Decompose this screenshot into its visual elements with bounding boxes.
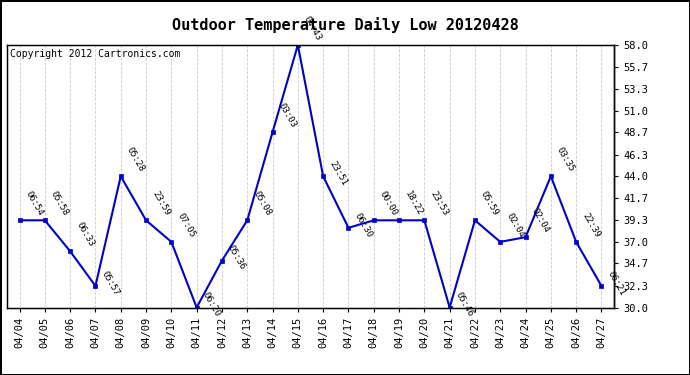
Text: 06:30: 06:30 <box>353 211 374 239</box>
Text: 05:57: 05:57 <box>99 269 121 297</box>
Text: 23:53: 23:53 <box>428 190 450 217</box>
Text: 06:20: 06:20 <box>201 291 222 319</box>
Text: 03:35: 03:35 <box>555 146 576 174</box>
Text: 05:08: 05:08 <box>251 190 273 217</box>
Text: 05:59: 05:59 <box>479 190 500 217</box>
Text: 05:46: 05:46 <box>454 291 475 319</box>
Text: Outdoor Temperature Daily Low 20120428: Outdoor Temperature Daily Low 20120428 <box>172 17 518 33</box>
Text: 22:39: 22:39 <box>580 211 602 239</box>
Text: 00:00: 00:00 <box>378 190 399 217</box>
Text: 05:58: 05:58 <box>49 190 70 217</box>
Text: 02:04: 02:04 <box>504 211 526 239</box>
Text: 05:36: 05:36 <box>226 244 247 272</box>
Text: 03:03: 03:03 <box>277 102 298 129</box>
Text: 06:54: 06:54 <box>23 190 45 217</box>
Text: 06:21: 06:21 <box>606 269 627 297</box>
Text: 04:43: 04:43 <box>302 15 323 42</box>
Text: 06:33: 06:33 <box>75 221 95 249</box>
Text: Copyright 2012 Cartronics.com: Copyright 2012 Cartronics.com <box>10 49 180 59</box>
Text: 02:04: 02:04 <box>530 207 551 234</box>
Text: 18:22: 18:22 <box>403 190 424 217</box>
Text: 23:51: 23:51 <box>327 160 348 188</box>
Text: 05:28: 05:28 <box>125 146 146 174</box>
Text: 07:05: 07:05 <box>175 211 197 239</box>
Text: 23:59: 23:59 <box>150 190 171 217</box>
